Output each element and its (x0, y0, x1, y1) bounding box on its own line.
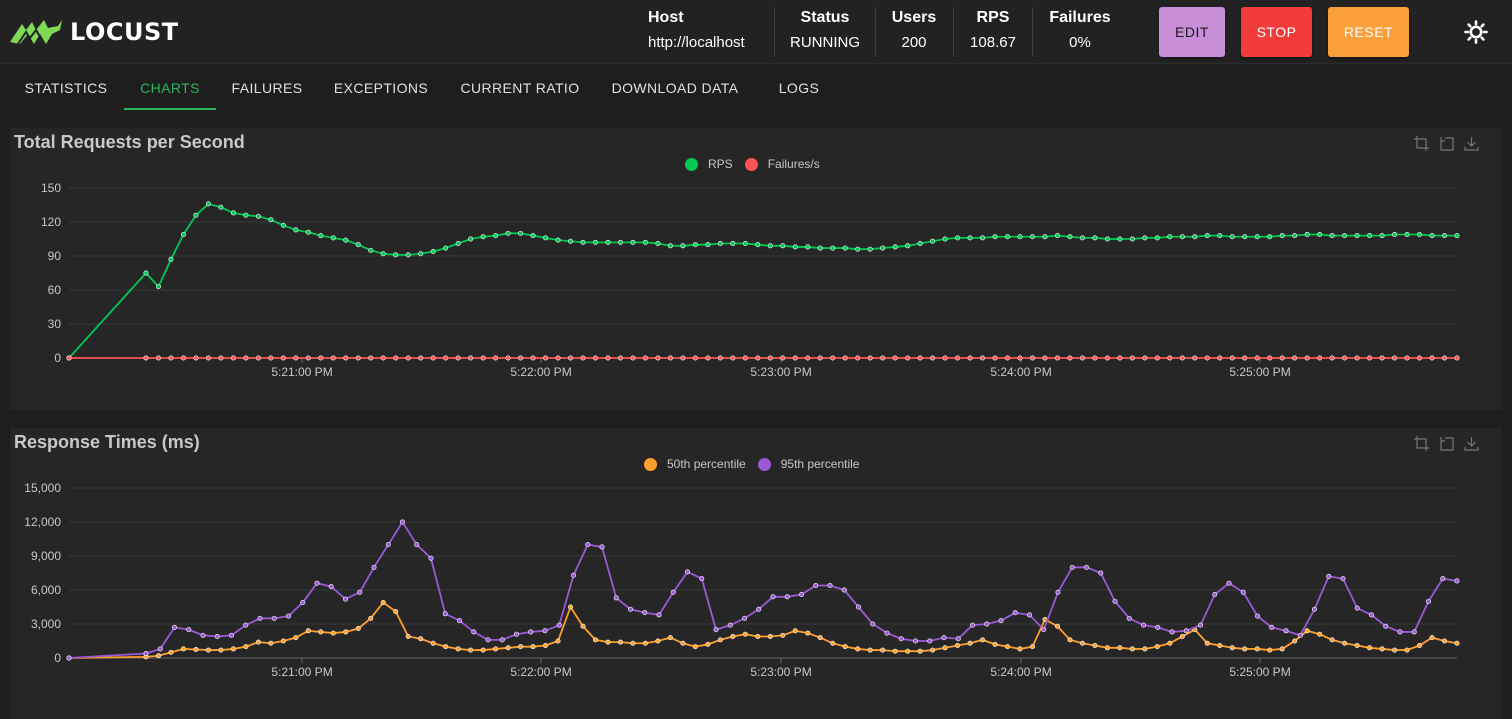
users-stat: Users 200 (884, 8, 944, 56)
locust-logo-icon (10, 20, 62, 45)
divider (875, 7, 876, 57)
zoom-icon[interactable] (1414, 436, 1429, 451)
rps-label: RPS (976, 9, 1010, 26)
download-icon[interactable] (1464, 436, 1479, 451)
stop-button[interactable]: STOP (1241, 7, 1312, 57)
status-label: Status (800, 9, 850, 26)
tab-exceptions[interactable]: EXCEPTIONS (333, 80, 429, 96)
tab-logs[interactable]: LOGS (778, 80, 820, 96)
legend-dot (685, 157, 698, 171)
theme-toggle-icon[interactable] (1464, 20, 1488, 44)
failures-stat: Failures 0% (1042, 8, 1118, 56)
tab-download-data[interactable]: DOWNLOAD DATA (611, 80, 739, 96)
legend-dot (744, 157, 758, 171)
tab-statistics[interactable]: STATISTICS (24, 80, 108, 96)
chart-title: Response Times (ms) (14, 432, 200, 452)
download-icon[interactable] (1464, 136, 1479, 151)
top-bar: LOCUST Host http://localhost Status RUNN… (0, 0, 1512, 64)
chart-legend: RPS Failures/s (685, 157, 830, 171)
failures-label: Failures (1049, 9, 1111, 26)
tab-current-ratio[interactable]: CURRENT RATIO (460, 80, 580, 96)
zoom-icon[interactable] (1414, 136, 1429, 151)
legend-label: 95th percentile (780, 457, 860, 471)
response-times-chart-panel: Response Times (ms) 50th percentile 95th… (10, 428, 1502, 719)
logo-text: LOCUST (70, 18, 179, 46)
chart-title: Total Requests per Second (14, 132, 245, 152)
legend-dot (757, 457, 771, 471)
chart-toolbox (1414, 436, 1479, 451)
status-stat: Status RUNNING (784, 8, 866, 56)
legend-label: 50th percentile (667, 457, 746, 471)
users-value: 200 (901, 34, 927, 51)
legend-item-rps[interactable]: RPS (685, 157, 733, 171)
tab-bar: STATISTICS CHARTS FAILURES EXCEPTIONS CU… (0, 64, 1512, 112)
tab-failures[interactable]: FAILURES (231, 80, 303, 96)
rps-chart-panel: Total Requests per Second RPS Failures/s (10, 128, 1502, 410)
edit-button[interactable]: EDIT (1159, 7, 1225, 57)
chart-legend: 50th percentile 95th percentile (644, 457, 869, 471)
host-label: Host (648, 9, 684, 26)
legend-label: Failures/s (767, 157, 820, 171)
legend-label: RPS (708, 157, 733, 171)
legend-item-p95[interactable]: 95th percentile (757, 457, 860, 471)
status-value: RUNNING (790, 34, 860, 51)
rps-value: 108.67 (970, 34, 1016, 51)
failures-value: 0% (1069, 34, 1091, 51)
host-stat: Host http://localhost (648, 8, 762, 56)
legend-dot (644, 457, 657, 471)
legend-item-failures[interactable]: Failures/s (744, 157, 820, 171)
divider (1032, 7, 1033, 57)
divider (774, 7, 775, 57)
active-tab-indicator (124, 108, 216, 110)
host-value: http://localhost (648, 34, 745, 51)
rps-stat: RPS 108.67 (962, 8, 1024, 56)
divider (953, 7, 954, 57)
legend-item-p50[interactable]: 50th percentile (644, 457, 746, 471)
reset-button[interactable]: RESET (1328, 7, 1409, 57)
chart-toolbox (1414, 136, 1479, 151)
restore-icon[interactable] (1439, 436, 1454, 451)
tab-charts[interactable]: CHARTS (140, 80, 200, 96)
restore-icon[interactable] (1439, 136, 1454, 151)
locust-logo[interactable]: LOCUST (8, 16, 179, 48)
users-label: Users (891, 9, 937, 26)
